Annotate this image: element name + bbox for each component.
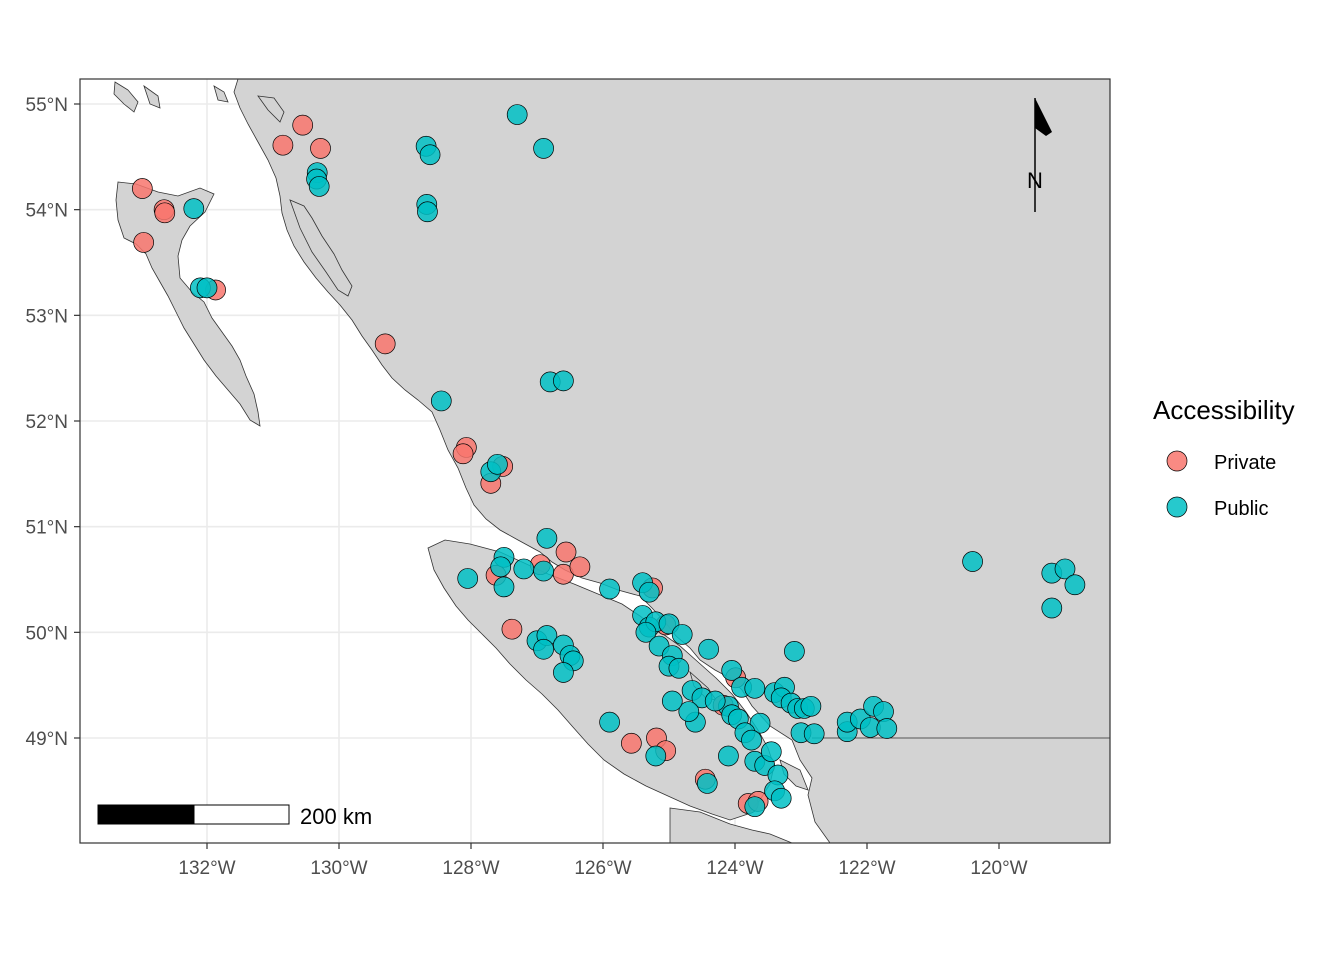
x-tick-label: 124°W bbox=[706, 858, 763, 879]
site-point-public bbox=[962, 551, 983, 572]
site-point-public bbox=[760, 741, 782, 763]
x-tick-label: 132°W bbox=[178, 858, 235, 879]
legend-key-private bbox=[1166, 450, 1188, 472]
site-point-public bbox=[553, 370, 574, 392]
site-point-public bbox=[196, 277, 218, 299]
site-point-public bbox=[599, 578, 620, 600]
y-tick-label: 53°N bbox=[26, 306, 68, 327]
site-point-public bbox=[536, 527, 558, 549]
site-point-public bbox=[873, 701, 894, 722]
site-point-public bbox=[800, 695, 822, 717]
site-point-public bbox=[533, 138, 554, 159]
site-point-private bbox=[452, 443, 474, 465]
site-point-public bbox=[770, 787, 792, 809]
y-tick-label: 51°N bbox=[26, 518, 68, 539]
site-point-public bbox=[645, 745, 667, 767]
site-point-public bbox=[417, 201, 438, 223]
site-point-public bbox=[668, 657, 690, 679]
site-point-private bbox=[621, 732, 642, 754]
site-point-public bbox=[493, 576, 515, 598]
island-c bbox=[113, 81, 139, 113]
site-point-public bbox=[513, 558, 535, 580]
site-point-public bbox=[638, 581, 660, 603]
olympic-peninsula bbox=[669, 807, 793, 843]
legend-label-public: Public bbox=[1214, 498, 1268, 520]
site-point-public bbox=[553, 662, 574, 683]
site-point-private bbox=[310, 138, 331, 159]
site-point-public bbox=[1041, 597, 1063, 619]
site-point-public bbox=[661, 690, 683, 712]
site-point-public bbox=[741, 729, 762, 751]
site-point-public bbox=[506, 104, 528, 125]
site-point-public bbox=[721, 660, 743, 681]
site-point-public bbox=[698, 638, 719, 660]
panel-border bbox=[79, 78, 1111, 844]
site-points bbox=[131, 104, 1086, 818]
site-point-public bbox=[533, 560, 554, 582]
y-tick-label: 54°N bbox=[26, 201, 68, 222]
site-point-private bbox=[133, 232, 154, 253]
x-tick-label: 120°W bbox=[970, 858, 1027, 879]
site-point-public bbox=[784, 641, 805, 662]
site-point-public bbox=[704, 690, 726, 712]
legend-title: Accessibility bbox=[1153, 395, 1295, 425]
north-arrow-label: N bbox=[1027, 168, 1043, 193]
scale-bar: 200 km bbox=[97, 804, 372, 829]
axes: 132°W 130°W 128°W 126°W 124°W 122°W 120°W 49°N 5… bbox=[26, 95, 1028, 879]
y-tick-label: 50°N bbox=[26, 623, 68, 644]
site-point-public bbox=[635, 621, 657, 643]
site-point-private bbox=[292, 114, 314, 136]
site-point-public bbox=[183, 198, 205, 219]
island-b bbox=[213, 85, 229, 103]
site-point-public bbox=[671, 624, 693, 645]
site-point-public bbox=[430, 390, 452, 412]
site-point-public bbox=[803, 723, 825, 745]
island-d bbox=[143, 84, 161, 109]
site-point-public bbox=[1054, 558, 1076, 580]
scale-bar-label: 200 km bbox=[300, 804, 372, 829]
legend-label-private: Private bbox=[1214, 452, 1276, 474]
site-point-public bbox=[718, 745, 739, 767]
site-point-private bbox=[555, 541, 577, 563]
site-point-public bbox=[678, 701, 700, 722]
legend-key-public bbox=[1166, 496, 1188, 518]
x-tick-label: 128°W bbox=[442, 858, 499, 879]
site-point-public bbox=[419, 144, 441, 166]
site-point-private bbox=[569, 556, 591, 578]
site-point-public bbox=[744, 677, 766, 699]
site-point-private bbox=[501, 618, 523, 640]
site-point-public bbox=[533, 638, 554, 660]
x-tick-label: 126°W bbox=[574, 858, 631, 879]
island-a bbox=[257, 95, 285, 123]
north-coast-islands bbox=[289, 199, 353, 297]
x-tick-label: 122°W bbox=[838, 858, 895, 879]
site-point-private bbox=[131, 178, 153, 199]
site-point-public bbox=[490, 556, 512, 578]
legend: Accessibility Private Public bbox=[1153, 395, 1295, 520]
y-tick-label: 52°N bbox=[26, 412, 68, 433]
site-point-public bbox=[876, 718, 898, 739]
site-point-public bbox=[457, 568, 479, 589]
site-point-public bbox=[1064, 574, 1086, 596]
site-point-public bbox=[696, 773, 718, 794]
x-tick-label: 130°W bbox=[310, 858, 367, 879]
site-point-private bbox=[272, 134, 294, 156]
site-point-public bbox=[487, 453, 508, 475]
site-point-public bbox=[308, 176, 330, 197]
site-point-public bbox=[749, 712, 771, 734]
site-point-private bbox=[154, 202, 176, 224]
site-point-public bbox=[744, 796, 766, 818]
y-tick-label: 49°N bbox=[26, 729, 68, 750]
y-tick-label: 55°N bbox=[26, 95, 68, 116]
site-point-public bbox=[599, 711, 620, 733]
site-point-private bbox=[374, 333, 396, 355]
north-arrow: N bbox=[1027, 98, 1052, 212]
